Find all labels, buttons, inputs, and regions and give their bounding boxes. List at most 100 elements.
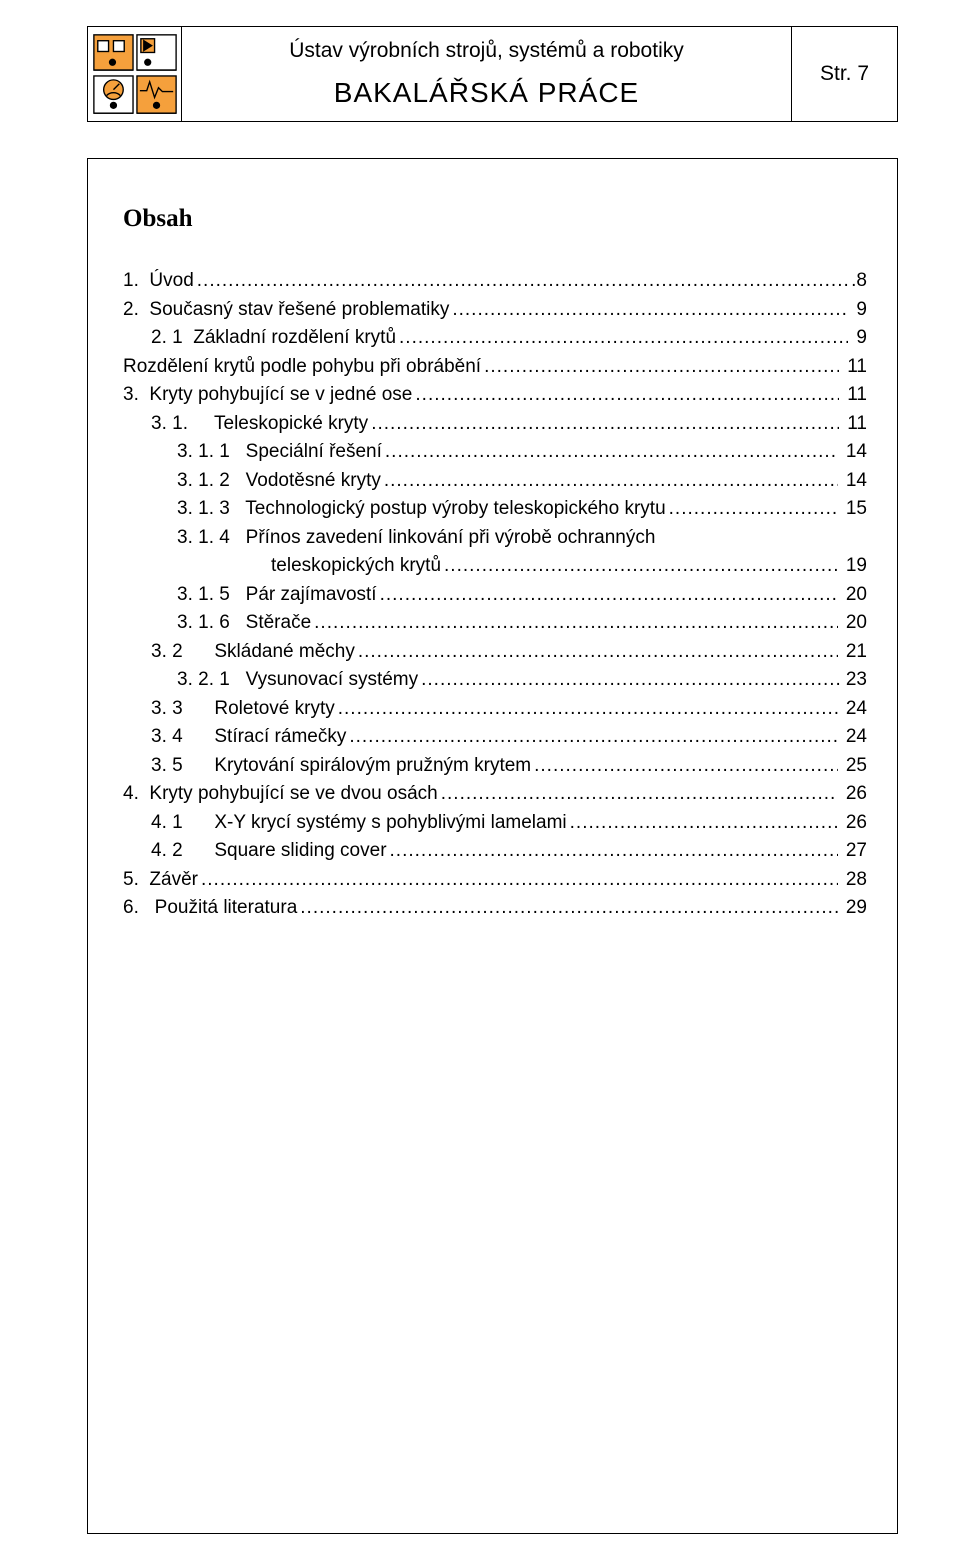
toc-page: 9 [851, 324, 867, 353]
toc-label: 5. Závěr [123, 866, 198, 895]
toc-leader-dots [390, 845, 838, 866]
toc-leader-dots [201, 873, 838, 894]
toc-entry: 3. 1. 5 Pár zajímavostí 20 [123, 581, 867, 610]
toc-label: 6. Použitá literatura [123, 894, 297, 923]
toc-entry: 4. Kryty pohybující se ve dvou osách 26 [123, 780, 867, 809]
toc-leader-dots [484, 360, 839, 381]
toc-page: 28 [841, 866, 867, 895]
toc-leader-dots [421, 674, 843, 695]
toc-leader-dots [669, 503, 838, 524]
toc-entry: 3. 5 Krytování spirálovým pružným krytem… [123, 752, 867, 781]
toc-page: 25 [841, 752, 867, 781]
toc-leader-dots [338, 702, 838, 723]
toc-page: .8 [851, 267, 867, 296]
toc-leader-dots [399, 332, 848, 353]
toc-entry: 2. 1 Základní rozdělení krytů 9 [123, 324, 867, 353]
toc-entry: 1. Úvod .8 [123, 267, 867, 296]
toc-label: 4. 1 X-Y krycí systémy s pohyblivými lam… [151, 809, 567, 838]
toc-entry: 3. 2 Skládané měchy 21 [123, 638, 867, 667]
toc-leader-dots [570, 816, 838, 837]
toc-label: 3. 1. 3 Technologický postup výroby tele… [177, 495, 666, 524]
toc-leader-dots [349, 731, 837, 752]
toc-entry: 3. 1. 6 Stěrače 20 [123, 609, 867, 638]
toc-list: 1. Úvod.82. Současný stav řešené problem… [123, 267, 867, 923]
toc-label: 3. 1. 2 Vodotěsné kryty [177, 467, 381, 496]
toc-entry: 3. 1. 2 Vodotěsné kryty 14 [123, 467, 867, 496]
toc-label: 3. 2 Skládané měchy [151, 638, 355, 667]
toc-entry: 3. 1. Teleskopické kryty 11 [123, 410, 867, 439]
toc-page: 26 [841, 780, 867, 809]
toc-label: 3. 2. 1 Vysunovací systémy [177, 666, 418, 695]
toc-label: 4. Kryty pohybující se ve dvou osách [123, 780, 438, 809]
toc-label: 2. Současný stav řešené problematiky [123, 296, 449, 325]
toc-page: 15 [841, 495, 867, 524]
toc-page: 20 [841, 581, 867, 610]
institution-name: Ústav výrobních strojů, systémů a roboti… [289, 39, 683, 63]
toc-page: 11 [842, 381, 867, 410]
toc-page: 23 [846, 666, 867, 695]
toc-leader-dots [300, 902, 837, 923]
toc-entry: 3. Kryty pohybující se v jedné ose 11 [123, 381, 867, 410]
toc-page: 19 [841, 552, 867, 581]
toc-entry: 3. 1. 4 Přínos zavedení linkování při vý… [123, 524, 867, 553]
toc-leader-dots [534, 759, 837, 780]
logo-icon [88, 27, 181, 121]
toc-entry: 3. 4 Stírací rámečky 24 [123, 723, 867, 752]
toc-entry: 4. 1 X-Y krycí systémy s pohyblivými lam… [123, 809, 867, 838]
toc-leader-dots [452, 303, 848, 324]
toc-page: 27 [841, 837, 867, 866]
toc-page: 11 [842, 353, 867, 382]
toc-entry: 4. 2 Square sliding cover 27 [123, 837, 867, 866]
page-number-box: Str. 7 [792, 26, 898, 122]
toc-entry: 6. Použitá literatura 29 [123, 894, 867, 923]
toc-page: 24 [841, 723, 867, 752]
toc-label: 3. 3 Roletové kryty [151, 695, 335, 724]
toc-label: 3. 1. 6 Stěrače [177, 609, 311, 638]
toc-entry: 2. Současný stav řešené problematiky 9 [123, 296, 867, 325]
toc-label: 3. 1. Teleskopické kryty [151, 410, 368, 439]
toc-leader-dots [380, 588, 838, 609]
toc-leader-dots [197, 275, 848, 296]
toc-leader-dots [314, 617, 837, 638]
document-type: BAKALÁŘSKÁ PRÁCE [334, 77, 639, 109]
toc-leader-dots [358, 645, 838, 666]
toc-leader-dots [384, 474, 838, 495]
logo-box [87, 26, 182, 122]
toc-page: 29 [841, 894, 867, 923]
toc-entry: 3. 1. 3 Technologický postup výroby tele… [123, 495, 867, 524]
toc-label: 3. 1. 4 Přínos zavedení linkování při vý… [177, 524, 655, 553]
toc-page: 21 [841, 638, 867, 667]
toc-label: 1. Úvod [123, 267, 194, 296]
toc-label: Rozdělení krytů podle pohybu při obráběn… [123, 353, 481, 382]
page: Ústav výrobních strojů, systémů a roboti… [0, 0, 960, 1562]
toc-page: 14 [841, 438, 867, 467]
toc-entry: 3. 2. 1 Vysunovací systémy 23 [123, 666, 867, 695]
toc-page: 20 [841, 609, 867, 638]
toc-entry: 3. 1. 1 Speciální řešení 14 [123, 438, 867, 467]
title-box: Ústav výrobních strojů, systémů a roboti… [182, 26, 792, 122]
toc-page: 14 [841, 467, 867, 496]
toc-leader-dots [415, 389, 839, 410]
toc-leader-dots [441, 788, 838, 809]
toc-leader-dots [444, 560, 838, 581]
content-box: Obsah 1. Úvod.82. Současný stav řešené p… [87, 158, 898, 1534]
toc-page: 24 [841, 695, 867, 724]
toc-label: teleskopických krytů [271, 552, 441, 581]
toc-label: 4. 2 Square sliding cover [151, 837, 387, 866]
toc-leader-dots [371, 417, 839, 438]
toc-page: 11 [842, 410, 867, 439]
toc-label: 3. Kryty pohybující se v jedné ose [123, 381, 412, 410]
toc-label: 3. 1. 1 Speciální řešení [177, 438, 382, 467]
toc-page: 9 [851, 296, 867, 325]
toc-entry: 5. Závěr 28 [123, 866, 867, 895]
toc-entry: Rozdělení krytů podle pohybu při obráběn… [123, 353, 867, 382]
toc-label: 2. 1 Základní rozdělení krytů [151, 324, 396, 353]
toc-leader-dots [385, 446, 838, 467]
toc-entry-continuation: teleskopických krytů 19 [123, 552, 867, 581]
header-row: Ústav výrobních strojů, systémů a roboti… [87, 26, 898, 122]
toc-label: 3. 4 Stírací rámečky [151, 723, 346, 752]
toc-label: 3. 1. 5 Pár zajímavostí [177, 581, 377, 610]
toc-heading: Obsah [123, 205, 867, 233]
toc-entry: 3. 3 Roletové kryty 24 [123, 695, 867, 724]
toc-label: 3. 5 Krytování spirálovým pružným krytem [151, 752, 531, 781]
